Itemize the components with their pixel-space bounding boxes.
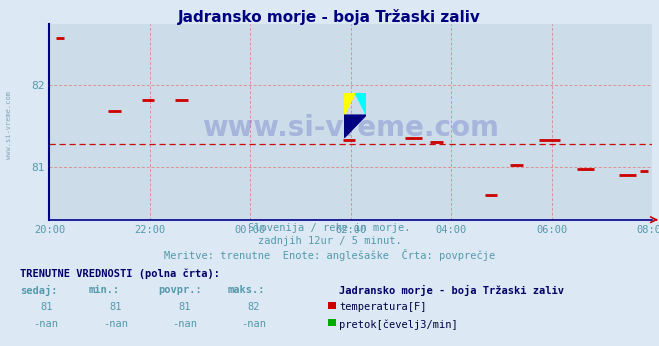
- Text: -nan: -nan: [241, 319, 266, 329]
- Text: -nan: -nan: [103, 319, 128, 329]
- Text: maks.:: maks.:: [227, 285, 265, 295]
- Text: -nan: -nan: [172, 319, 197, 329]
- Text: www.si-vreme.com: www.si-vreme.com: [5, 91, 12, 158]
- Text: zadnjih 12ur / 5 minut.: zadnjih 12ur / 5 minut.: [258, 236, 401, 246]
- Text: 82: 82: [248, 302, 260, 312]
- Text: pretok[čevelj3/min]: pretok[čevelj3/min]: [339, 319, 458, 329]
- Text: www.si-vreme.com: www.si-vreme.com: [202, 114, 500, 142]
- Polygon shape: [344, 93, 355, 115]
- Text: -nan: -nan: [34, 319, 59, 329]
- Text: Meritve: trenutne  Enote: anglešaške  Črta: povprečje: Meritve: trenutne Enote: anglešaške Črta…: [164, 249, 495, 261]
- Text: temperatura[F]: temperatura[F]: [339, 302, 427, 312]
- Text: TRENUTNE VREDNOSTI (polna črta):: TRENUTNE VREDNOSTI (polna črta):: [20, 268, 219, 279]
- Text: sedaj:: sedaj:: [20, 285, 57, 297]
- Text: min.:: min.:: [89, 285, 120, 295]
- Polygon shape: [355, 93, 366, 115]
- Text: Jadransko morje - boja Tržaski zaliv: Jadransko morje - boja Tržaski zaliv: [178, 9, 481, 25]
- Text: 81: 81: [179, 302, 190, 312]
- Polygon shape: [344, 115, 366, 138]
- Text: 81: 81: [40, 302, 52, 312]
- Text: 81: 81: [109, 302, 121, 312]
- Text: Jadransko morje - boja Tržaski zaliv: Jadransko morje - boja Tržaski zaliv: [339, 285, 564, 297]
- Text: Slovenija / reke in morje.: Slovenija / reke in morje.: [248, 223, 411, 233]
- Text: povpr.:: povpr.:: [158, 285, 202, 295]
